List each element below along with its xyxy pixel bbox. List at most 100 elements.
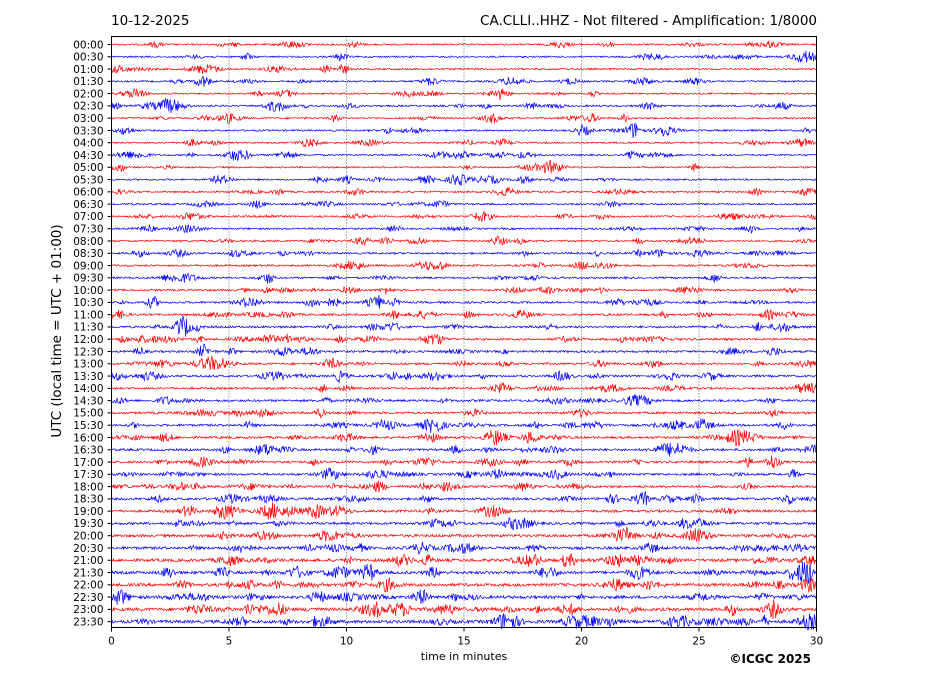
x-tick-label: 10 xyxy=(340,636,353,648)
y-tick-label: 15:00 xyxy=(73,408,103,420)
seismic-traces xyxy=(111,40,817,631)
x-tick-label: 30 xyxy=(810,636,823,648)
trace-1930 xyxy=(111,517,817,531)
trace-0700 xyxy=(111,211,817,222)
x-tick-label: 15 xyxy=(457,636,470,648)
y-tick-label: 06:30 xyxy=(73,199,103,211)
y-tick-label: 22:00 xyxy=(73,580,103,592)
y-tick-label: 10:00 xyxy=(73,285,103,297)
header-date: 10-12-2025 xyxy=(111,13,189,29)
trace-0100 xyxy=(111,64,817,74)
y-axis-label: UTC (local time = UTC + 01:00) xyxy=(49,224,65,437)
trace-0600 xyxy=(111,186,817,197)
trace-1600 xyxy=(111,429,817,447)
trace-1630 xyxy=(111,442,817,457)
vertical-grid xyxy=(228,36,700,628)
trace-1100 xyxy=(111,308,817,321)
y-tick-label: 13:30 xyxy=(73,371,103,383)
y-tick-label: 17:30 xyxy=(73,469,103,481)
x-tick-label: 25 xyxy=(692,636,705,648)
trace-1030 xyxy=(111,295,817,309)
trace-2230 xyxy=(111,588,817,605)
copyright-label: ©ICGC 2025 xyxy=(729,652,811,666)
y-tick-label: 11:30 xyxy=(73,322,103,334)
y-tick-label: 04:30 xyxy=(73,150,103,162)
trace-2030 xyxy=(111,541,817,555)
y-tick-label: 12:00 xyxy=(73,334,103,346)
y-tick-label: 16:00 xyxy=(73,432,103,444)
trace-0630 xyxy=(111,199,817,209)
trace-1230 xyxy=(111,343,817,357)
y-tick-label: 01:30 xyxy=(73,76,103,88)
y-tick-label: 18:30 xyxy=(73,494,103,506)
y-tick-label: 13:00 xyxy=(73,359,103,371)
trace-0500 xyxy=(111,159,817,174)
y-tick-label: 20:30 xyxy=(73,543,103,555)
trace-1200 xyxy=(111,333,817,345)
trace-0930 xyxy=(111,273,817,284)
y-tick-label: 02:00 xyxy=(73,88,103,100)
y-tick-label: 19:00 xyxy=(73,506,103,518)
y-tick-label: 04:00 xyxy=(73,138,103,150)
y-tick-label: 07:30 xyxy=(73,224,103,236)
y-tick-label: 20:00 xyxy=(73,531,103,543)
x-axis-ticks: 0 5 10 15 20 25 30 xyxy=(108,627,823,648)
trace-1900 xyxy=(111,502,817,521)
trace-2100 xyxy=(111,552,817,568)
y-tick-label: 00:00 xyxy=(73,39,103,51)
trace-1730 xyxy=(111,466,817,481)
y-tick-label: 05:30 xyxy=(73,174,103,186)
trace-1530 xyxy=(111,418,817,434)
header-station-title: CA.CLLI..HHZ - Not filtered - Amplificat… xyxy=(480,13,817,29)
plot-frame xyxy=(111,36,817,628)
trace-1800 xyxy=(111,480,817,493)
trace-0300 xyxy=(111,112,817,124)
trace-2000 xyxy=(111,526,817,542)
y-tick-label: 01:00 xyxy=(73,64,103,76)
trace-0900 xyxy=(111,260,817,271)
y-tick-label: 06:00 xyxy=(73,187,103,199)
y-tick-label: 22:30 xyxy=(73,592,103,604)
trace-0530 xyxy=(111,173,817,186)
trace-1830 xyxy=(111,490,817,506)
trace-2300 xyxy=(111,599,817,619)
y-tick-label: 08:30 xyxy=(73,248,103,260)
x-tick-label: 5 xyxy=(226,636,233,648)
y-tick-label: 14:00 xyxy=(73,383,103,395)
y-tick-label: 09:30 xyxy=(73,273,103,285)
trace-1700 xyxy=(111,455,817,469)
y-tick-label: 21:00 xyxy=(73,555,103,567)
trace-0330 xyxy=(111,122,817,138)
trace-1400 xyxy=(111,381,817,394)
trace-0400 xyxy=(111,137,817,148)
y-axis-ticks: 00:0000:3001:0001:3002:0002:3003:0003:30… xyxy=(73,39,112,628)
trace-0800 xyxy=(111,235,817,246)
y-tick-label: 03:00 xyxy=(73,113,103,125)
y-tick-label: 16:30 xyxy=(73,445,103,457)
y-tick-label: 23:00 xyxy=(73,604,103,616)
y-tick-label: 11:00 xyxy=(73,309,103,321)
trace-0430 xyxy=(111,149,817,162)
y-tick-label: 12:30 xyxy=(73,346,103,358)
y-tick-label: 18:00 xyxy=(73,481,103,493)
x-tick-label: 20 xyxy=(575,636,588,648)
trace-2200 xyxy=(111,577,817,593)
y-tick-label: 00:30 xyxy=(73,52,103,64)
y-tick-label: 19:30 xyxy=(73,518,103,530)
y-tick-label: 08:00 xyxy=(73,236,103,248)
trace-1500 xyxy=(111,407,817,419)
x-tick-label: 0 xyxy=(108,636,115,648)
trace-0000 xyxy=(111,40,817,49)
trace-1430 xyxy=(111,394,817,407)
y-tick-label: 02:30 xyxy=(73,101,103,113)
y-tick-label: 15:30 xyxy=(73,420,103,432)
trace-0030 xyxy=(111,50,817,63)
trace-0730 xyxy=(111,224,817,234)
y-tick-label: 23:30 xyxy=(73,616,103,628)
trace-0200 xyxy=(111,88,817,101)
x-axis-label: time in minutes xyxy=(421,650,508,663)
trace-1300 xyxy=(111,355,817,370)
y-tick-label: 21:30 xyxy=(73,567,103,579)
trace-1130 xyxy=(111,315,817,337)
